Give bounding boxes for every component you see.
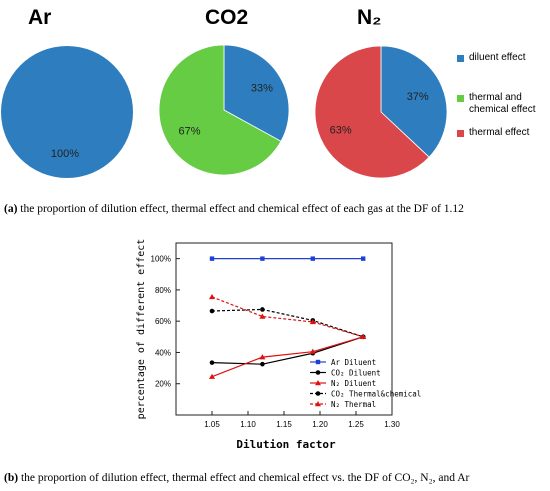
pie-title-co2: CO2 (205, 6, 249, 29)
caption-b: (b) the proportion of dilution effect, t… (4, 472, 469, 484)
pie-svg: 100% 33% 67% 37% 63% (1, 44, 448, 179)
pie-title-n2: N₂ (357, 6, 382, 29)
series-4-point (259, 313, 266, 319)
series-0-point (361, 256, 366, 261)
x-tick-label: 1.25 (348, 420, 364, 429)
pie-2-label-1: 63% (330, 124, 352, 136)
legend-marker (315, 380, 321, 386)
series-0-point (209, 256, 215, 261)
line-chart: 20% 40% 60% 80% 100% 1.05 1.10 1.15 1.20 1.25 1.30… (136, 239, 421, 451)
legend-marker (315, 359, 321, 365)
caption-a: (a) the proportion of dilution effect, t… (4, 203, 464, 215)
series-0 (209, 256, 366, 261)
series-1-point (260, 361, 265, 367)
series-3-line (211, 308, 364, 338)
series-4 (209, 293, 367, 340)
legend-marker (315, 401, 321, 407)
caption-a-text: the proportion of dilution effect, therm… (17, 203, 464, 215)
y-tick-label: 40% (155, 348, 171, 357)
caption-b-text: the proportion of dilution effect, therm… (18, 472, 470, 484)
y-tick-label: 80% (155, 286, 171, 295)
caption-b-prefix: (b) (4, 472, 19, 484)
legend-swatch-diluent (457, 55, 464, 62)
series-2-point (259, 354, 266, 360)
pie-0-slice-0 (1, 46, 133, 178)
series-1-line (211, 336, 364, 365)
legend-label-diluent: diluent effect (469, 52, 526, 63)
series-3-point (260, 307, 265, 312)
x-tick-label: 1.20 (312, 420, 328, 429)
series-4-point (360, 333, 367, 340)
x-axis-label: Dilution factor (236, 438, 336, 451)
legend-label: CO₂ Thermal&chemical (331, 390, 421, 399)
series-4-point (309, 318, 316, 325)
pie-2-slice-0 (380, 45, 448, 158)
series-1-point (209, 360, 215, 365)
x-tick-label: 1.10 (240, 420, 256, 429)
legend-swatch-thermal (457, 130, 464, 137)
pie-title-ar: Ar (28, 6, 52, 29)
legend-marker (315, 391, 321, 396)
legend-swatch-thermal-chemical (457, 95, 464, 102)
y-tick-label: 100% (151, 255, 171, 264)
series-2-line (211, 336, 364, 378)
x-tick-label: 1.15 (276, 420, 292, 429)
pie-2-label-0: 37% (407, 91, 429, 103)
series-0-point (260, 256, 265, 261)
pie-1-slice-1 (158, 44, 282, 176)
series-3 (209, 307, 366, 340)
series-4-line (211, 296, 364, 338)
series-3-point (209, 308, 215, 314)
y-tick-label: 20% (155, 380, 171, 389)
legend-marker (315, 370, 321, 375)
legend-label: N₂ Diluent (331, 379, 376, 388)
legend-label: CO₂ Diluent (331, 369, 381, 378)
legend-label-thermal-chemical: thermal and chemical effect (469, 92, 536, 115)
pie-1-label-0: 33% (251, 83, 273, 95)
series-0-point (310, 256, 315, 261)
y-tick-label: 60% (155, 317, 171, 326)
x-tick-label: 1.05 (204, 420, 220, 429)
pie-0-label-0: 100% (51, 148, 79, 160)
y-axis-label: percentage of different effect (136, 239, 147, 420)
series-2-point (209, 373, 215, 379)
caption-a-prefix: (a) (4, 203, 18, 215)
legend-label: N₂ Thermal (331, 400, 376, 409)
series-2-point (309, 348, 316, 354)
series-4-point (209, 293, 215, 300)
pie-2-slice-1 (314, 45, 430, 179)
pie-1-slice-0 (223, 44, 290, 142)
legend-label: Ar Diluent (331, 358, 376, 367)
pie-charts-panel: Ar CO2 N₂ 100% 33% 67% 37% 63% diluent effec… (0, 0, 550, 195)
pie-1-label-1: 67% (179, 125, 201, 137)
legend-label-thermal: thermal effect (469, 127, 530, 138)
x-tick-label: 1.30 (384, 420, 400, 429)
